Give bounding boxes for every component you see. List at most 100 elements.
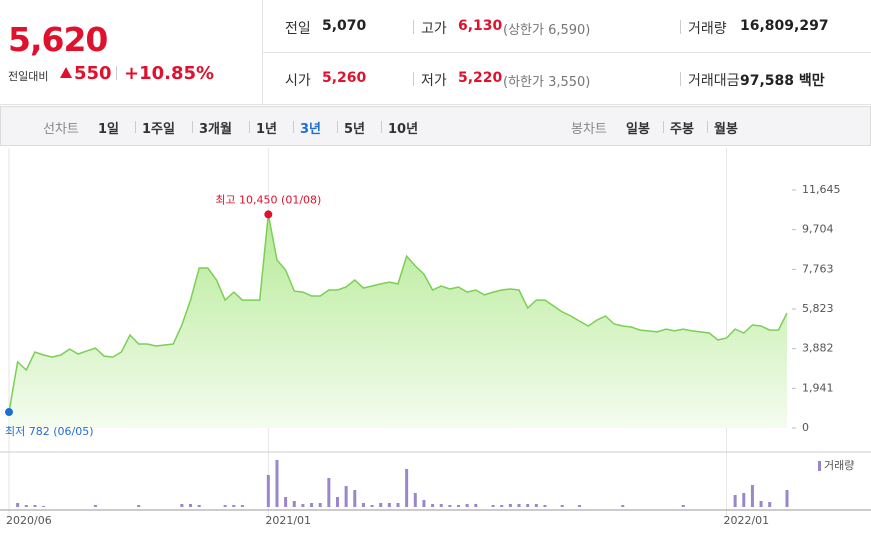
volume-bar xyxy=(560,505,564,507)
divider xyxy=(135,121,136,133)
tab[interactable]: 월봉 xyxy=(714,122,738,137)
tab[interactable]: 1일 xyxy=(98,122,120,137)
stat-label: 거래대금 xyxy=(688,73,740,89)
price-line xyxy=(8,214,788,413)
volume-bar xyxy=(491,505,495,507)
divider xyxy=(680,20,681,34)
price-area xyxy=(9,214,787,428)
volume-bar xyxy=(768,502,772,507)
divider xyxy=(337,121,338,133)
stat-label: 거래량 xyxy=(688,21,727,37)
stat-value: 16,809,297 xyxy=(740,18,829,34)
divider xyxy=(192,121,193,133)
volume-bar xyxy=(422,500,426,507)
volume-bar xyxy=(785,490,789,507)
tab[interactable]: 1주일 xyxy=(142,122,175,137)
tab-group-label: 봉차트 xyxy=(571,122,607,137)
volume-bar xyxy=(621,505,625,507)
y-tick-label: 1,941 xyxy=(802,381,834,394)
volume-bar xyxy=(750,485,754,507)
volume-bar xyxy=(517,504,521,507)
legend-label: 거래량 xyxy=(824,459,854,472)
price-box: 5,620 전일대비 550 +10.85% xyxy=(0,0,263,105)
divider xyxy=(413,72,414,86)
stat-label: 전일 xyxy=(285,21,311,37)
tab[interactable]: 10년 xyxy=(388,122,419,137)
volume-bar xyxy=(439,504,443,507)
stat-value: 5,220 xyxy=(458,70,503,86)
volume-bar xyxy=(240,505,244,507)
legend-swatch xyxy=(818,461,821,471)
x-tick-label: 2022/01 xyxy=(723,514,769,527)
volume-bar xyxy=(353,490,357,507)
change-label: 전일대비 xyxy=(8,70,49,83)
stat-note: (상한가 6,590) xyxy=(503,23,591,38)
volume-bar xyxy=(742,493,746,507)
volume-bar xyxy=(189,504,193,507)
tab[interactable]: 5년 xyxy=(344,122,366,137)
volume-bar xyxy=(197,505,201,507)
divider xyxy=(249,121,250,133)
tab-group-label: 선차트 xyxy=(43,122,79,137)
volume-bar xyxy=(232,505,236,507)
x-tick-label: 2020/06 xyxy=(6,514,52,527)
stat-label: 고가 xyxy=(421,21,447,37)
stat-value: 6,130 xyxy=(458,18,503,34)
tab[interactable]: 1년 xyxy=(256,122,278,137)
volume-bar xyxy=(42,506,46,507)
volume-bar xyxy=(387,503,391,507)
volume-bar xyxy=(223,505,227,507)
divider xyxy=(707,121,708,133)
y-tick-label: 7,763 xyxy=(802,262,834,275)
volume-bar xyxy=(301,504,305,507)
volume-bar xyxy=(508,504,512,507)
y-tick-label: 5,823 xyxy=(802,302,834,315)
volume-bar xyxy=(327,478,331,507)
volume-bar xyxy=(543,505,547,507)
volume-bar xyxy=(681,505,685,507)
volume-bar xyxy=(284,497,288,507)
tab[interactable]: 일봉 xyxy=(626,122,650,137)
up-arrow xyxy=(60,67,72,78)
volume-bar xyxy=(431,504,435,507)
volume-bar xyxy=(733,495,737,507)
volume-bar xyxy=(16,503,20,507)
volume-bar xyxy=(526,504,530,507)
change: 550 xyxy=(74,63,112,84)
tab[interactable]: 3개월 xyxy=(199,122,232,137)
volume-bar xyxy=(33,505,37,507)
tab[interactable]: 3년 xyxy=(300,122,322,137)
volume-bar xyxy=(413,493,417,507)
low-label: 최저 782 (06/05) xyxy=(5,425,94,438)
volume-bar xyxy=(474,504,478,507)
change-rate: +10.85% xyxy=(124,63,215,84)
volume-bar xyxy=(405,469,409,507)
stats-row: 전일 5,070 고가 6,130 (상한가 6,590) 거래량 16,809,297 xyxy=(263,0,871,53)
y-tick-label: 9,704 xyxy=(802,223,834,236)
volume-bar xyxy=(335,497,339,507)
divider xyxy=(663,121,664,133)
tab-bar: 선차트 1일 1주일 3개월 1년 3년 5년 10년 봉차트 일봉 주봉 월봉 xyxy=(0,106,871,146)
stat-value: 5,260 xyxy=(322,70,367,86)
volume-bar xyxy=(24,505,28,507)
volume-bar xyxy=(448,505,452,507)
volume-bar xyxy=(578,505,582,507)
stat-label: 시가 xyxy=(285,73,311,89)
volume-bar xyxy=(370,505,374,507)
volume-bar xyxy=(137,505,141,507)
tab[interactable]: 주봉 xyxy=(670,122,694,137)
high-point xyxy=(264,210,273,219)
x-tick-label: 2021/01 xyxy=(265,514,311,527)
y-tick-label: 11,645 xyxy=(802,183,841,196)
stat-note: (하한가 3,550) xyxy=(503,75,591,90)
volume-bar xyxy=(266,475,270,507)
stat-value: 5,070 xyxy=(322,18,367,34)
volume-bar xyxy=(292,501,296,507)
stats-row: 시가 5,260 저가 5,220 (하한가 3,550) 거래대금 97,588 백만 xyxy=(263,52,871,105)
stat-label: 저가 xyxy=(421,73,447,89)
chart: 2020/06 2021/01 2022/01 11,645 9,704 7,763 5,8… xyxy=(0,148,871,527)
volume-bar xyxy=(344,486,348,507)
volume-bar xyxy=(534,504,538,507)
